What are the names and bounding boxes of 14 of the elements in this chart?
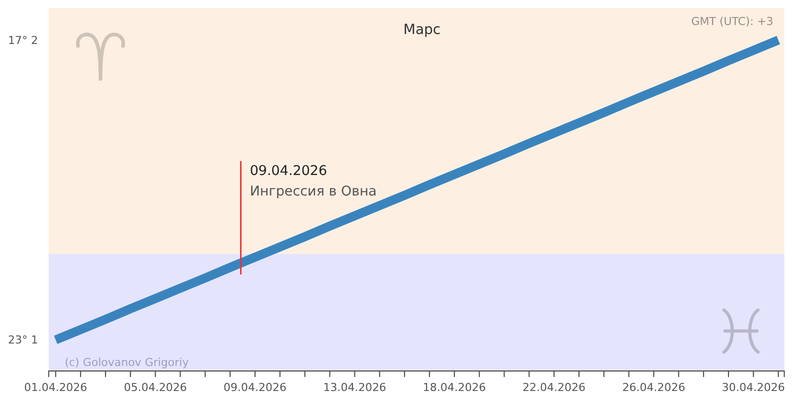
x-tick-label: 13.04.2026 xyxy=(323,381,386,394)
text: GMT (UTC): +3 xyxy=(691,15,774,28)
x-tick-label: 26.04.2026 xyxy=(622,381,686,394)
x-tick-label: 18.04.2026 xyxy=(422,381,486,394)
chart-title: Марс xyxy=(403,22,441,38)
x-tick-label: 05.04.2026 xyxy=(124,381,187,394)
text: 23° 1 xyxy=(8,334,38,347)
text: 17° 2 xyxy=(8,34,38,47)
x-tick-label: 09.04.2026 xyxy=(224,381,287,394)
x-tick-label: 01.04.2026 xyxy=(24,381,88,394)
x-tick-label: 30.04.2026 xyxy=(722,381,785,394)
x-tick-label: 22.04.2026 xyxy=(522,381,586,394)
annotation: (c) Golovanov Grigoriy xyxy=(64,356,190,369)
ref-line-label: 09.04.2026 Ингрессия в Овна xyxy=(250,163,377,200)
